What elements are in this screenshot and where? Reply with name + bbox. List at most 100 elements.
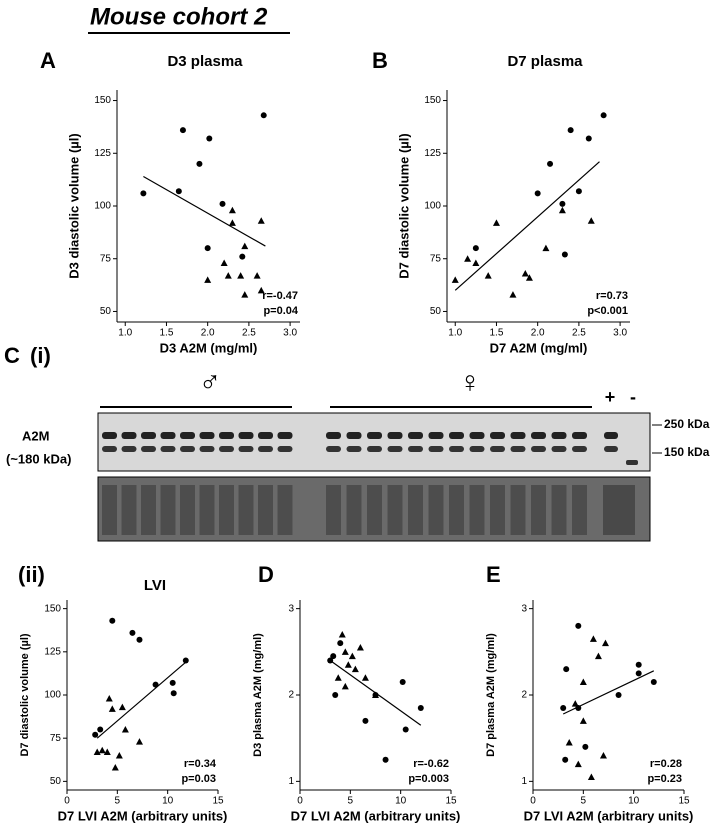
- band: [551, 446, 567, 452]
- protein-size: (~180 kDa): [6, 451, 71, 466]
- data-point: [241, 242, 249, 250]
- band: [121, 432, 137, 439]
- x-axis-label: D7 LVI A2M (arbitrary units): [291, 808, 461, 823]
- data-point: [219, 200, 226, 207]
- band: [141, 432, 156, 439]
- data-point: [341, 682, 349, 690]
- fit-line: [143, 175, 266, 247]
- data-point: [547, 160, 554, 167]
- data-point: [118, 703, 126, 711]
- data-point: [472, 245, 479, 252]
- x-tick-label: 5: [348, 796, 354, 807]
- x-tick-label: 2.5: [242, 328, 256, 339]
- x-tick-label: 2.5: [572, 328, 586, 339]
- band: [160, 432, 176, 439]
- band: [408, 432, 423, 439]
- lane-stain: [531, 485, 546, 535]
- y-tick-label: 100: [424, 201, 441, 212]
- data-point: [372, 691, 379, 698]
- lane-stain: [551, 485, 567, 535]
- lane-stain: [387, 485, 403, 535]
- data-point: [492, 219, 500, 226]
- data-point: [204, 245, 211, 252]
- lane-stain: [277, 485, 293, 535]
- data-point: [135, 738, 143, 745]
- stat-annotation: p=0.04: [263, 305, 298, 317]
- lane-stain: [428, 485, 444, 535]
- chart-title: D3 plasma: [167, 53, 243, 70]
- data-point: [206, 135, 213, 142]
- data-point: [579, 678, 587, 686]
- data-point: [402, 726, 409, 733]
- panel-letter: D: [258, 562, 274, 587]
- y-tick-label: 125: [94, 148, 111, 159]
- data-point: [196, 160, 203, 167]
- data-point: [542, 244, 550, 252]
- data-point: [121, 726, 129, 733]
- x-tick-label: 3.0: [613, 328, 627, 339]
- band: [367, 432, 382, 439]
- lane-stain: [160, 485, 176, 535]
- band: [346, 432, 362, 439]
- data-point: [257, 217, 265, 224]
- x-tick-label: 1.5: [160, 328, 174, 339]
- data-point: [169, 679, 176, 686]
- data-point: [594, 652, 602, 660]
- female-symbol: ♀: [459, 366, 482, 399]
- x-tick-label: 1.0: [118, 328, 132, 339]
- panel-letter: B: [372, 48, 388, 73]
- blot-image: [97, 412, 651, 472]
- band: [326, 446, 341, 452]
- data-point: [563, 666, 570, 673]
- panel-letter: C: [4, 343, 20, 368]
- data-point: [253, 272, 261, 279]
- data-point: [464, 255, 472, 262]
- y-tick-label: 50: [100, 306, 112, 317]
- panel-letter: E: [486, 562, 501, 587]
- band: [510, 446, 526, 452]
- data-point: [472, 259, 480, 266]
- x-tick-label: 5: [581, 796, 587, 807]
- y-tick-label: 100: [44, 690, 61, 701]
- band: [449, 446, 464, 452]
- band: [326, 432, 341, 439]
- y-tick-label: 150: [94, 95, 111, 106]
- band: [572, 432, 587, 439]
- band: [387, 446, 403, 452]
- x-tick-label: 0: [64, 796, 70, 807]
- data-point: [356, 644, 364, 651]
- data-point: [558, 206, 566, 214]
- data-point: [228, 206, 236, 214]
- band: [449, 432, 464, 439]
- data-point: [103, 748, 111, 755]
- lane-stain: [326, 485, 341, 535]
- y-axis-label: D7 diastolic volume (µl): [19, 633, 31, 756]
- band: [219, 446, 234, 452]
- data-point: [399, 679, 406, 686]
- band: [490, 446, 505, 452]
- fit-line: [96, 659, 189, 739]
- stat-annotation: p=0.23: [647, 773, 682, 785]
- data-point: [239, 253, 246, 260]
- x-axis-label: D3 A2M (mg/ml): [160, 340, 258, 355]
- data-point: [561, 251, 568, 258]
- lane-stain: [258, 485, 273, 535]
- lane-stain: [219, 485, 234, 535]
- stat-annotation: p<0.001: [587, 305, 628, 317]
- data-point: [484, 272, 492, 279]
- data-point: [334, 674, 342, 681]
- data-point: [260, 112, 267, 119]
- band: [219, 432, 234, 439]
- data-point: [344, 661, 352, 668]
- data-point: [98, 746, 106, 754]
- figure-heading: Mouse cohort 2: [90, 3, 268, 30]
- data-point: [220, 259, 228, 266]
- data-point: [635, 661, 642, 668]
- band: [490, 432, 505, 439]
- y-tick-label: 125: [44, 646, 61, 657]
- data-point: [571, 700, 579, 707]
- data-point: [587, 217, 595, 224]
- lane-stain: [346, 485, 362, 535]
- band: [277, 446, 293, 452]
